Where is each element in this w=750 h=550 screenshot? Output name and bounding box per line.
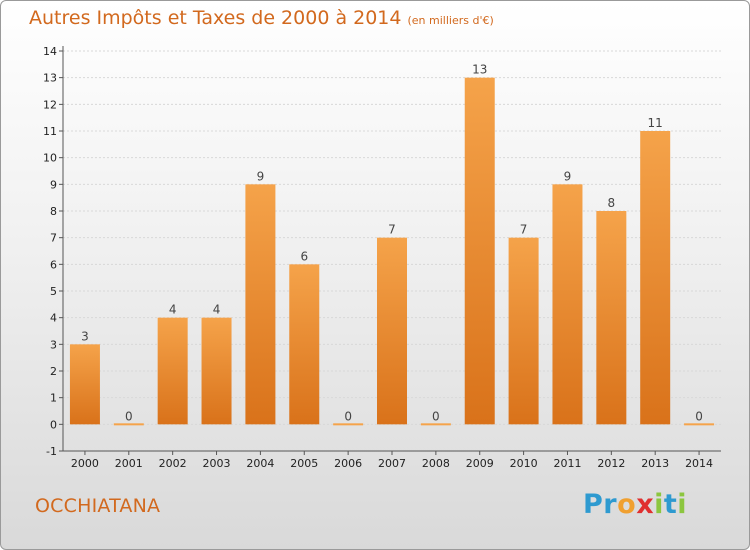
data-label: 8 xyxy=(608,196,616,210)
y-tick-label: 11 xyxy=(43,125,57,138)
x-tick-label: 2008 xyxy=(422,457,450,470)
x-tick-label: 2003 xyxy=(203,457,231,470)
bar xyxy=(289,264,320,425)
logo-letter: i xyxy=(677,489,688,520)
y-tick-label: 2 xyxy=(50,365,57,378)
commune-name: OCCHIATANA xyxy=(35,495,161,517)
data-label: 4 xyxy=(213,303,221,317)
data-label: 13 xyxy=(472,63,487,77)
x-tick-label: 2002 xyxy=(159,457,187,470)
data-label: 9 xyxy=(564,169,572,183)
bar xyxy=(245,184,276,425)
y-tick-label: 1 xyxy=(50,392,57,405)
data-label: 0 xyxy=(432,409,440,423)
x-tick-label: 2010 xyxy=(510,457,538,470)
x-tick-label: 2013 xyxy=(641,457,669,470)
data-label: 4 xyxy=(169,303,177,317)
bar xyxy=(508,237,539,425)
y-tick-label: 4 xyxy=(50,312,57,325)
chart-title: Autres Impôts et Taxes de 2000 à 2014 xyxy=(29,7,402,29)
bar xyxy=(420,423,451,426)
x-tick-label: 2001 xyxy=(115,457,143,470)
bar xyxy=(201,317,232,425)
logo-letter: r xyxy=(603,489,618,520)
bar xyxy=(333,423,364,426)
x-tick-label: 2007 xyxy=(378,457,406,470)
data-label: 9 xyxy=(257,169,265,183)
logo-letter: i xyxy=(654,489,664,520)
x-tick-label: 2006 xyxy=(334,457,362,470)
bar xyxy=(157,317,188,425)
data-label: 3 xyxy=(81,329,89,343)
x-tick-label: 2011 xyxy=(553,457,581,470)
data-label: 7 xyxy=(388,223,396,237)
logo-letter: o xyxy=(617,489,637,520)
bar xyxy=(596,211,627,425)
bar xyxy=(464,77,495,425)
x-tick-label: 2014 xyxy=(685,457,713,470)
bar xyxy=(640,131,671,425)
x-tick-label: 2009 xyxy=(466,457,494,470)
data-label: 7 xyxy=(520,223,528,237)
y-tick-label: 7 xyxy=(50,232,57,245)
x-tick-label: 2005 xyxy=(290,457,318,470)
y-tick-label: 9 xyxy=(50,178,57,191)
x-tick-label: 2004 xyxy=(246,457,274,470)
logo-letter: t xyxy=(663,489,678,520)
bar xyxy=(684,423,715,426)
y-tick-label: 10 xyxy=(43,152,57,165)
y-tick-label: 5 xyxy=(50,285,57,298)
y-tick-label: 3 xyxy=(50,338,57,351)
logo-letter: x xyxy=(636,489,655,520)
bar xyxy=(552,184,583,425)
x-tick-label: 2012 xyxy=(597,457,625,470)
bar xyxy=(377,237,407,425)
x-tick-label: 2000 xyxy=(71,457,99,470)
data-label: 0 xyxy=(125,409,133,423)
y-tick-label: 6 xyxy=(50,258,57,271)
y-tick-label: -1 xyxy=(46,445,57,458)
y-tick-label: 13 xyxy=(43,72,57,85)
data-label: 6 xyxy=(300,249,308,263)
y-tick-label: 12 xyxy=(43,98,57,111)
y-tick-label: 0 xyxy=(50,418,57,431)
y-tick-label: 14 xyxy=(43,45,57,58)
data-label: 0 xyxy=(695,409,703,423)
logo-letter: P xyxy=(583,489,604,520)
bar xyxy=(113,423,144,426)
data-label: 11 xyxy=(648,116,663,130)
bar xyxy=(69,344,100,425)
proxiti-logo: Proxiti xyxy=(583,489,687,520)
data-label: 0 xyxy=(344,409,352,423)
title-row: Autres Impôts et Taxes de 2000 à 2014 (en… xyxy=(29,7,494,29)
y-tick-label: 8 xyxy=(50,205,57,218)
unit-note: (en milliers d'€) xyxy=(407,14,494,27)
